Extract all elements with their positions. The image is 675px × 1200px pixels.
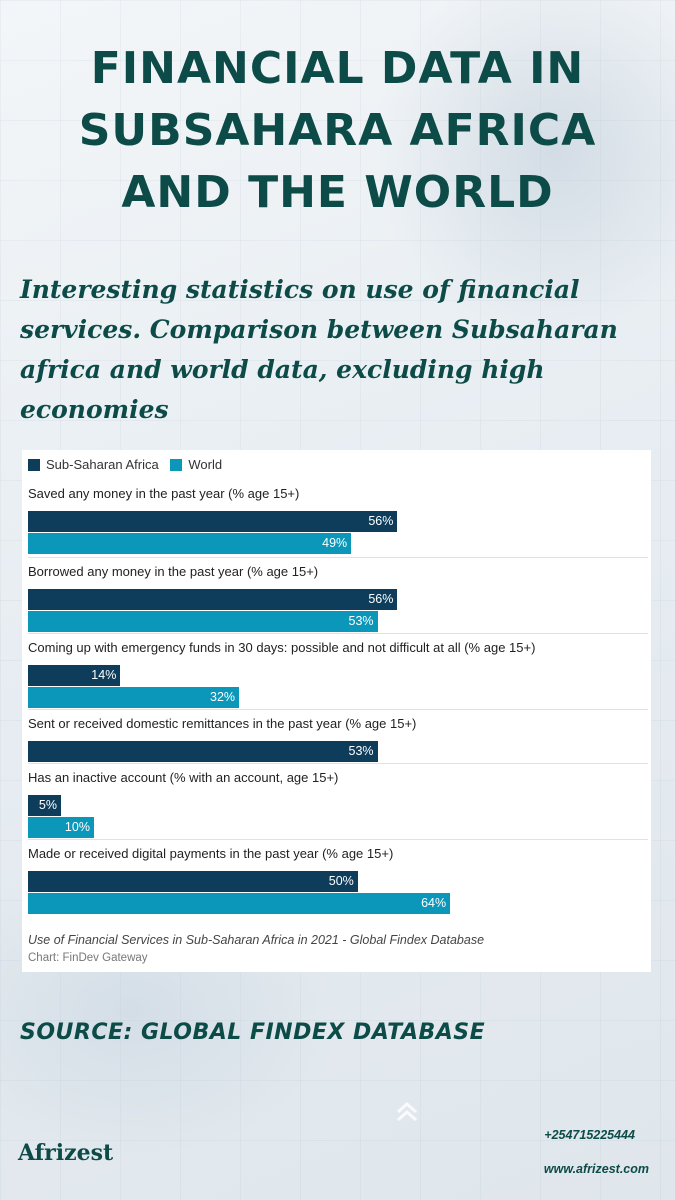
group-title: Has an inactive account (% with an accou… <box>28 770 339 785</box>
bar-world: 32% <box>28 687 240 708</box>
bar-value-label: 64% <box>421 896 447 910</box>
group-title: Borrowed any money in the past year (% a… <box>28 564 319 579</box>
group-title: Sent or received domestic remittances in… <box>28 716 417 731</box>
bar-value-label: 32% <box>210 690 236 704</box>
title-line-1: FINANCIAL DATA IN <box>90 43 585 94</box>
bar-value-label: 56% <box>368 514 394 528</box>
page-subtitle: Interesting statistics on use of financi… <box>20 275 618 424</box>
bar-ssa: 5% <box>28 795 61 816</box>
bar-ssa: 50% <box>28 871 358 892</box>
group-title: Made or received digital payments in the… <box>28 846 394 861</box>
bar-value-label: 5% <box>38 798 57 812</box>
legend-item-world: World <box>170 457 222 472</box>
legend-swatch-world <box>170 458 183 471</box>
group-divider <box>28 557 648 558</box>
legend-label-ssa: Sub-Saharan Africa <box>46 457 159 472</box>
bar-ssa: 56% <box>28 511 398 532</box>
bar-value-label: 53% <box>348 614 374 628</box>
title-line-3: AND THE WORLD <box>121 167 554 218</box>
bar-chart: Sub-Saharan Africa World Use of Financia… <box>22 450 651 972</box>
bar-ssa: 53% <box>28 741 378 762</box>
group-divider <box>28 839 648 840</box>
bar-ssa: 14% <box>28 665 121 686</box>
group-title: Saved any money in the past year (% age … <box>28 486 300 501</box>
chart-caption: Use of Financial Services in Sub-Saharan… <box>28 933 485 947</box>
bar-world: 64% <box>28 893 451 914</box>
source-note: SOURCE: GLOBAL FINDEX DATABASE <box>20 1020 486 1045</box>
group-divider <box>28 709 648 710</box>
brand-logo: Afrizest <box>18 1140 114 1166</box>
chevron-up-icon <box>397 1101 417 1122</box>
bar-ssa: 56% <box>28 589 398 610</box>
bar-value-label: 56% <box>368 592 394 606</box>
title-line-2: SUBSAHARA AFRICA <box>78 105 597 156</box>
contact-phone: +254715225444 <box>544 1128 635 1142</box>
bar-value-label: 10% <box>64 820 90 834</box>
page-title: FINANCIAL DATA IN SUBSAHARA AFRICA AND T… <box>0 38 675 224</box>
group-divider <box>28 763 648 764</box>
legend-swatch-ssa <box>28 458 40 471</box>
bar-world: 53% <box>28 611 378 632</box>
website-link[interactable]: www.afrizest.com <box>543 1162 649 1176</box>
bar-world: 49% <box>28 533 352 554</box>
chart-credit: Chart: FinDev Gateway <box>28 952 148 964</box>
legend-item-ssa: Sub-Saharan Africa <box>28 457 159 472</box>
legend-label-world: World <box>188 457 223 472</box>
bar-value-label: 14% <box>91 668 117 682</box>
bar-value-label: 49% <box>322 536 348 550</box>
group-title: Coming up with emergency funds in 30 day… <box>28 640 536 655</box>
bar-value-label: 53% <box>348 744 374 758</box>
bar-world: 10% <box>28 817 94 838</box>
bar-value-label: 50% <box>328 874 354 888</box>
group-divider <box>28 633 648 634</box>
chart-legend: Sub-Saharan Africa World <box>28 457 230 474</box>
